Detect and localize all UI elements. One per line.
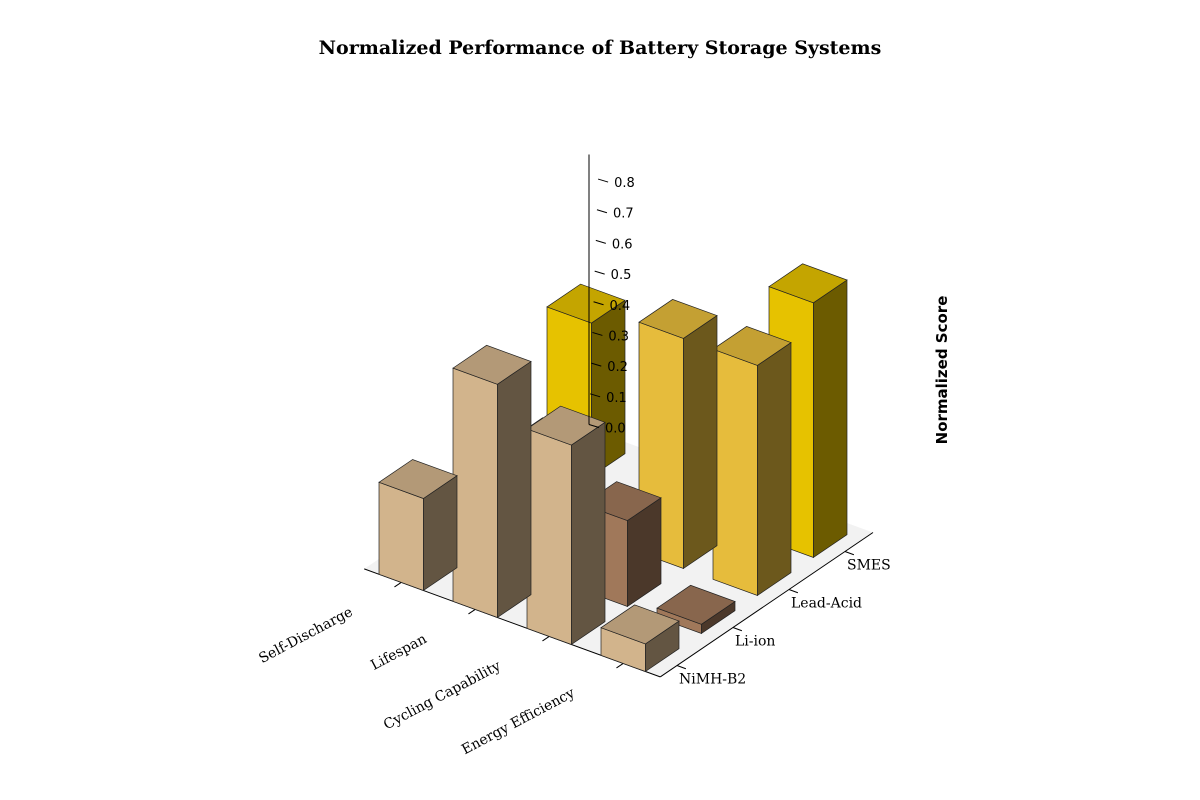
z-tick-7: [596, 209, 608, 214]
metric-label-lifespan: Lifespan: [368, 631, 429, 674]
bar-cycling-capability-nimh-b2: [526, 405, 606, 646]
system-axis-line: [659, 532, 874, 678]
z-tick-label-1: 0.1: [606, 391, 627, 406]
z-axis-label: Normalized Score: [933, 296, 951, 445]
z-tick-label-8: 0.8: [614, 176, 635, 191]
system-tick-smes: [844, 551, 855, 556]
system-labels: NiMH-B2 Li-ion Lead-Acid SMES: [679, 558, 891, 688]
system-tick-lead-acid: [788, 589, 799, 594]
z-tick-label-3: 0.3: [608, 329, 629, 344]
system-tick-li-ion: [732, 627, 743, 632]
z-tick-3: [592, 331, 603, 336]
bars-group: [378, 263, 848, 673]
bar-self-discharge-nimh-b2: [378, 459, 458, 592]
metric-label-self-discharge: Self-Discharge: [256, 604, 355, 667]
z-axis: 0.0 0.1 0.2 0.3 0.4 0.5 0.6 0.7 0.8: [588, 154, 635, 437]
z-tick-6: [595, 239, 606, 244]
system-label-lead-acid: Lead-Acid: [791, 596, 862, 612]
z-tick-label-5: 0.5: [611, 268, 632, 283]
metric-label-cycling-capability: Cycling Capability: [381, 658, 504, 733]
metric-tick-self-discharge: [394, 581, 402, 588]
bar-lifespan-nimh-b2: [452, 344, 532, 619]
z-tick-0: [588, 424, 600, 428]
bar-energy-efficiency-nimh-b2: [600, 604, 680, 673]
z-tick-label-4: 0.4: [610, 299, 631, 314]
system-label-li-ion: Li-ion: [735, 634, 775, 650]
z-tick-label-2: 0.2: [607, 360, 628, 375]
metric-label-energy-efficiency: Energy Efficiency: [459, 685, 577, 758]
chart-title: Normalized Performance of Battery Storag…: [319, 37, 882, 59]
system-label-smes: SMES: [847, 558, 891, 574]
z-tick-1: [589, 393, 601, 398]
z-tick-label-0: 0.0: [605, 422, 626, 437]
z-tick-4: [593, 301, 604, 306]
system-label-nimh-b2: NiMH-B2: [679, 672, 746, 688]
system-tick-nimh-b2: [676, 665, 687, 670]
metric-tick-cycling-capability: [542, 635, 550, 642]
z-tick-5: [594, 270, 605, 275]
z-tick-8: [597, 178, 609, 183]
bar-energy-efficiency-lead-acid: [712, 326, 792, 597]
metric-tick-lifespan: [468, 608, 476, 615]
z-tick-label-6: 0.6: [612, 237, 633, 252]
z-tick-label-7: 0.7: [613, 207, 634, 222]
z-tick-2: [591, 362, 602, 367]
metric-tick-energy-efficiency: [616, 662, 624, 669]
